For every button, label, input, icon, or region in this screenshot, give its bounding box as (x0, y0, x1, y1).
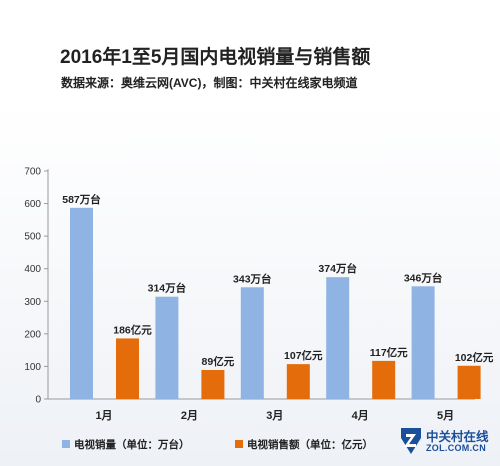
bar-sales-revenue (116, 338, 139, 399)
y-tick-label: 400 (24, 264, 41, 275)
x-tick-label: 3月 (266, 409, 283, 422)
y-tick-label: 500 (24, 232, 41, 243)
x-tick-label: 4月 (352, 409, 369, 422)
data-label: 186亿元 (113, 323, 152, 336)
zol-logo-icon (401, 428, 421, 454)
y-tick-label: 200 (24, 329, 41, 340)
y-tick-label: 300 (24, 297, 41, 308)
legend-label: 电视销售额（单位：亿元） (247, 438, 373, 451)
bar-sales-revenue (201, 370, 225, 399)
y-tick-label: 600 (24, 199, 41, 210)
bar-sales-volume (240, 287, 264, 399)
chart-header: 2016年1至5月国内电视销量与销售额 数据来源：奥维云网(AVC)，制图：中关… (0, 0, 500, 103)
bar-sales-revenue (457, 365, 481, 399)
y-tick-label: 100 (24, 362, 41, 373)
bar-sales-volume (326, 277, 350, 399)
bar-sales-volume (411, 286, 435, 399)
bar-sales-volume (70, 207, 93, 399)
bar-sales-revenue (286, 364, 310, 399)
zol-logo: 中关村在线 ZOL.COM.CN (398, 422, 498, 462)
chart-title: 2016年1至5月国内电视销量与销售额 (60, 47, 371, 68)
logo-sub-text: ZOL.COM.CN (426, 443, 486, 453)
chart-subtitle: 数据来源：奥维云网(AVC)，制图：中关村在线家电频道 (61, 76, 358, 90)
data-label: 117亿元 (370, 346, 408, 359)
legend-swatch (62, 440, 70, 448)
data-label: 102亿元 (455, 351, 494, 364)
y-tick-label: 0 (35, 395, 41, 406)
data-label: 346万台 (404, 271, 443, 284)
data-label: 587万台 (62, 193, 101, 206)
x-tick-label: 5月 (437, 409, 454, 422)
data-label: 314万台 (148, 282, 187, 295)
legend-swatch (235, 440, 243, 448)
data-label: 107亿元 (284, 349, 323, 362)
bar-sales-revenue (372, 360, 396, 399)
data-label: 89亿元 (202, 355, 235, 368)
bar-sales-volume (155, 296, 179, 399)
logo-main-text: 中关村在线 (426, 430, 489, 444)
x-tick-label: 2月 (181, 409, 198, 422)
legend-label: 电视销量（单位：万台） (74, 438, 190, 451)
data-label: 374万台 (318, 262, 357, 275)
data-label: 343万台 (233, 272, 272, 285)
y-tick-label: 700 (24, 167, 41, 178)
x-tick-label: 1月 (95, 409, 112, 422)
